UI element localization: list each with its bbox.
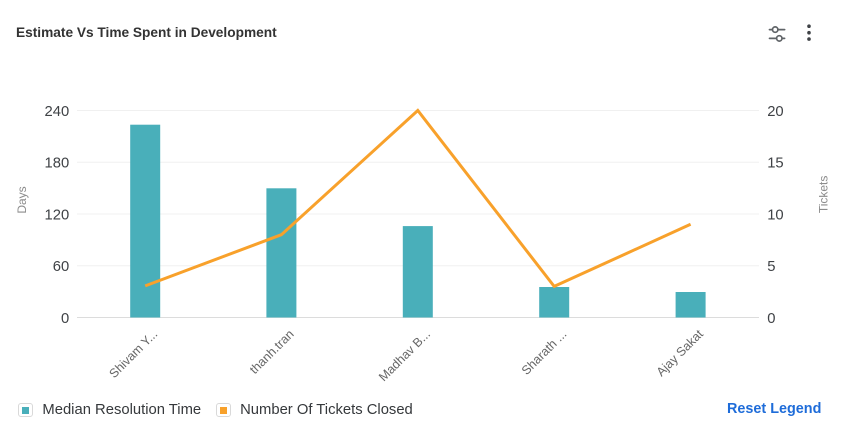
svg-text:0: 0 — [767, 311, 775, 327]
svg-text:15: 15 — [767, 156, 783, 172]
svg-text:Shivam Y...: Shivam Y... — [107, 327, 161, 381]
svg-text:Days: Days — [15, 186, 29, 213]
svg-text:10: 10 — [767, 207, 783, 223]
svg-text:60: 60 — [53, 259, 69, 275]
svg-text:5: 5 — [767, 259, 775, 275]
svg-text:Sharath ...: Sharath ... — [519, 327, 570, 378]
svg-text:thanh.tran: thanh.tran — [247, 327, 297, 377]
svg-text:180: 180 — [44, 156, 69, 172]
svg-text:0: 0 — [61, 311, 69, 327]
svg-text:120: 120 — [44, 207, 69, 223]
svg-text:Tickets: Tickets — [816, 176, 830, 214]
svg-text:240: 240 — [44, 104, 69, 120]
svg-text:Ajay Sakat: Ajay Sakat — [654, 327, 707, 380]
svg-text:Madhav B...: Madhav B... — [376, 327, 433, 384]
svg-text:20: 20 — [767, 104, 783, 120]
